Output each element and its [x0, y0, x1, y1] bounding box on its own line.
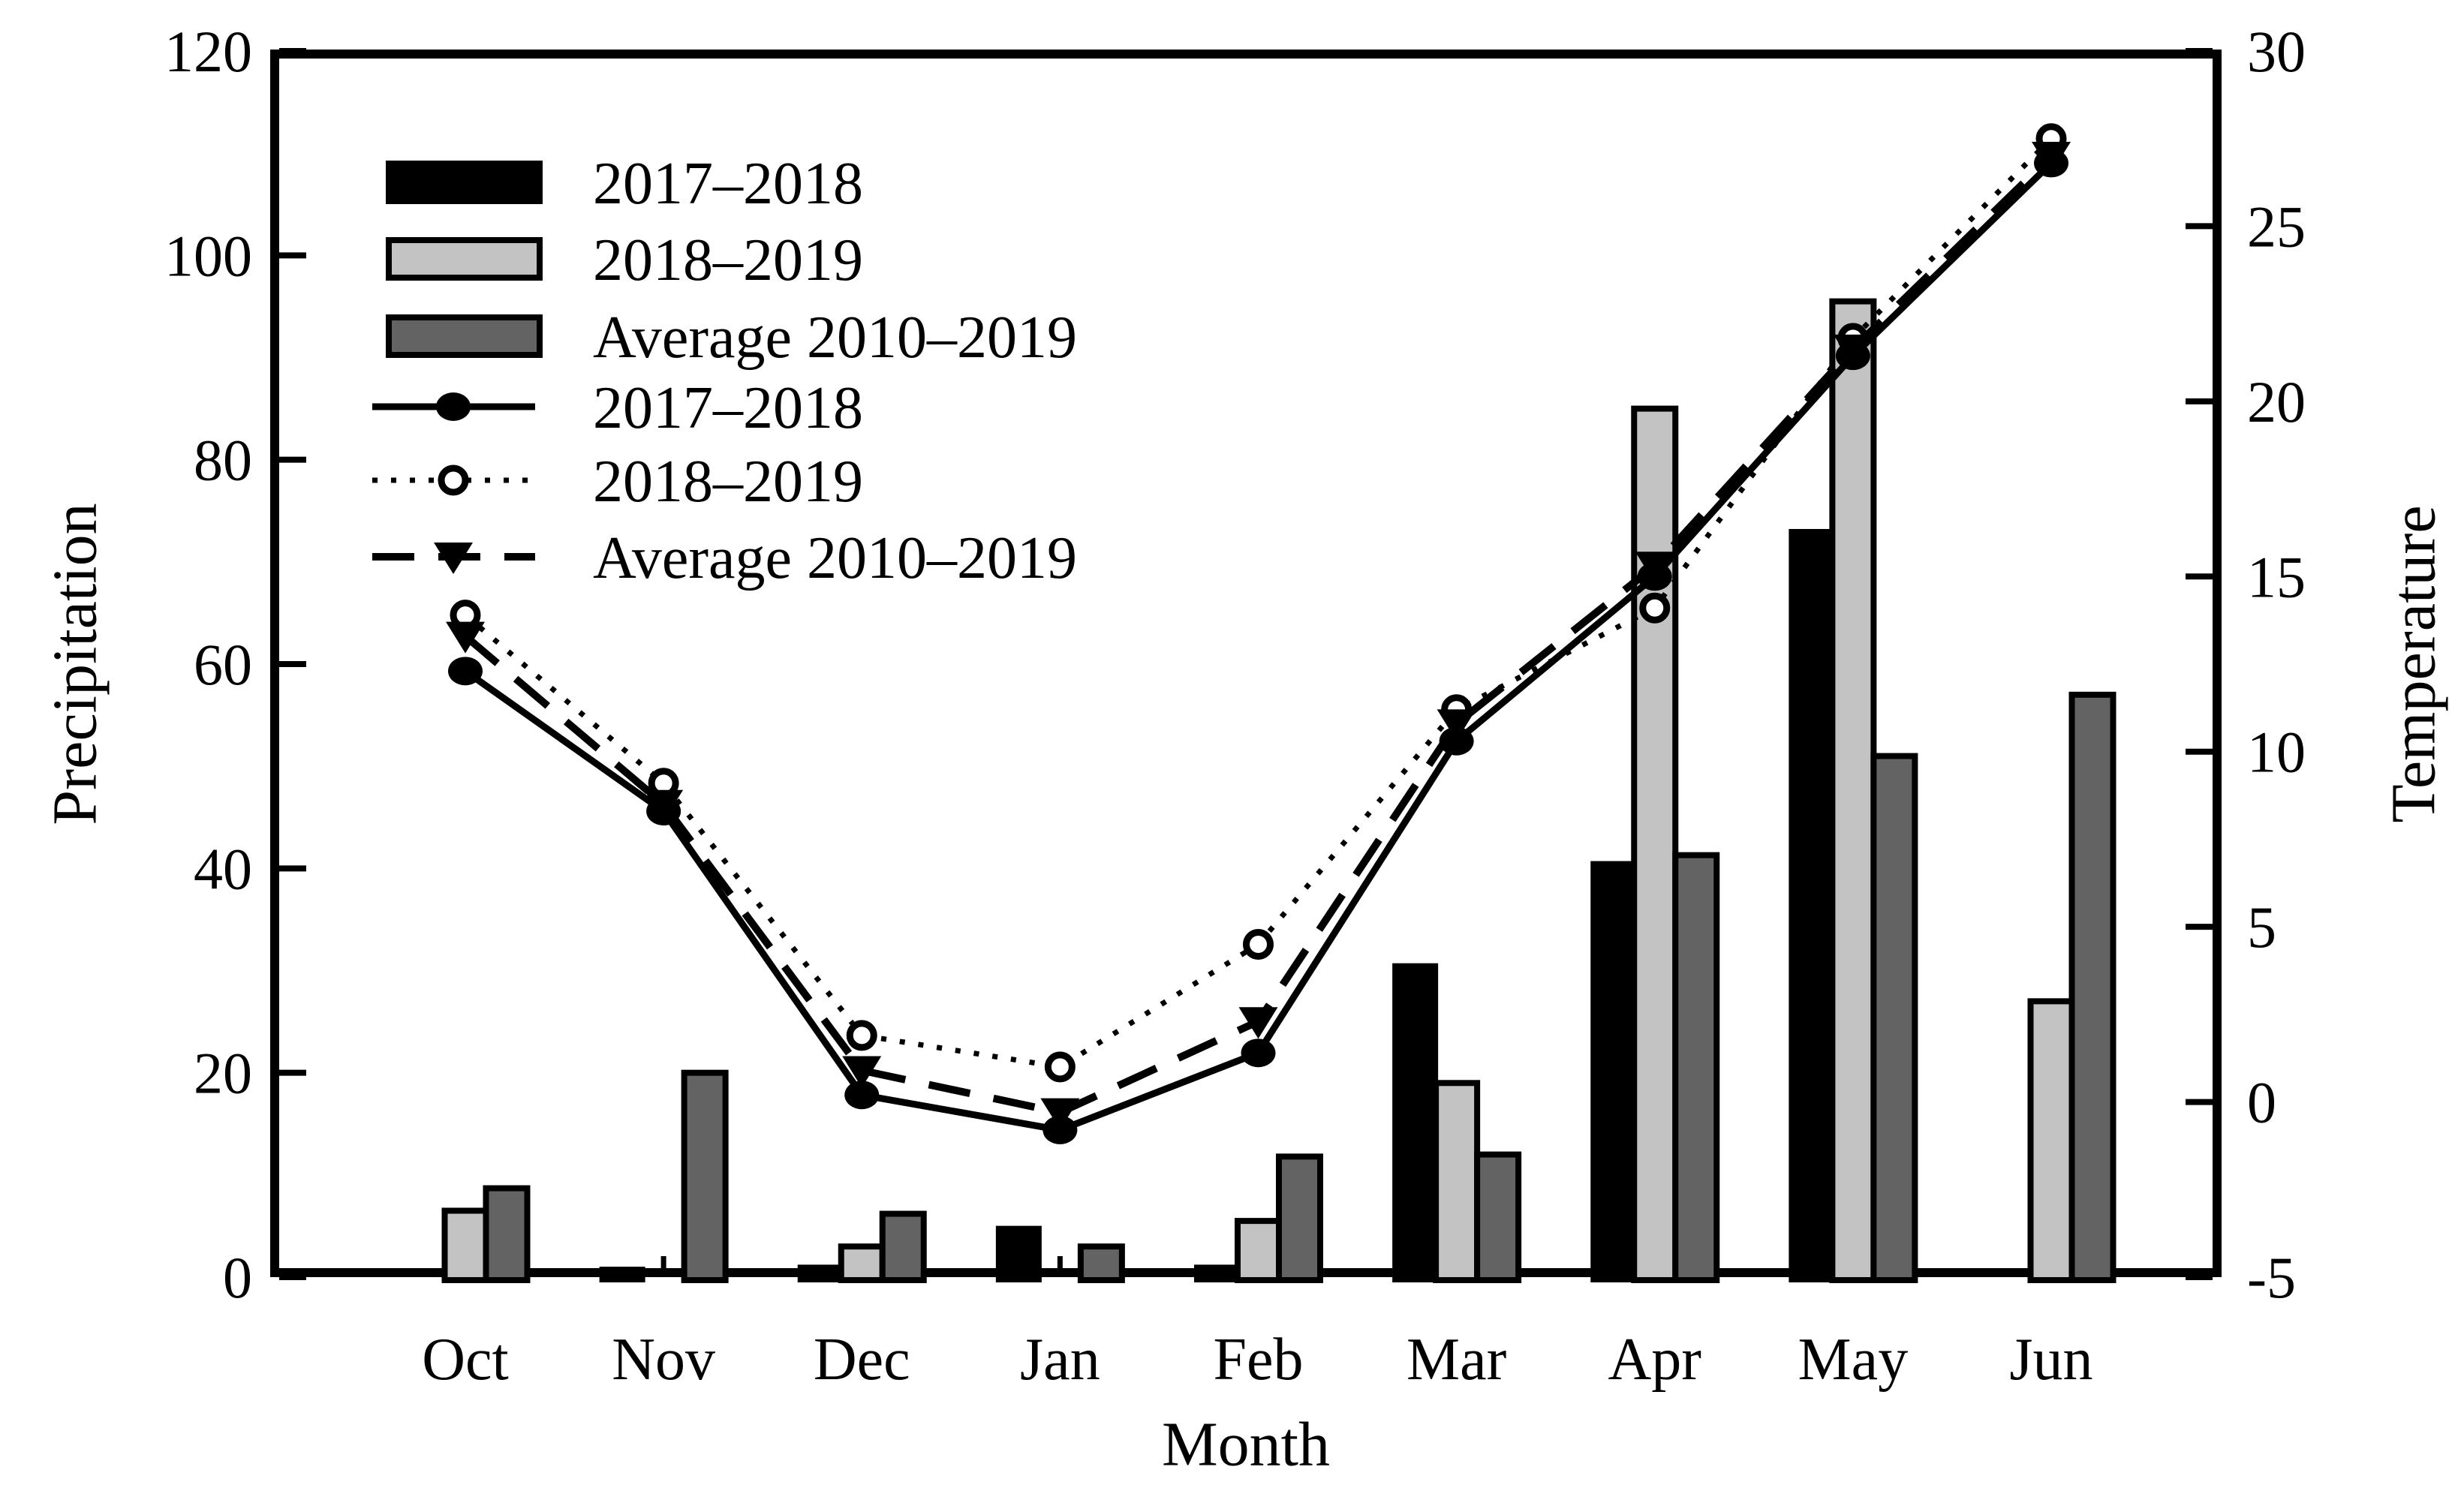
marker-filled-triangle-down — [1040, 1098, 1080, 1130]
bar — [838, 1243, 886, 1284]
marker-open-circle — [1243, 928, 1274, 960]
bar — [1235, 1218, 1282, 1283]
marker-filled-circle — [1042, 1115, 1078, 1144]
bar — [2068, 691, 2117, 1283]
marker-filled-triangle-down — [1238, 1007, 1278, 1039]
right-axis-tick-label: 0 — [2247, 1070, 2276, 1135]
legend-swatch-1 — [386, 237, 543, 281]
left-axis-tick-label: 100 — [164, 223, 252, 288]
bar — [2027, 998, 2075, 1283]
x-axis-month-label: Feb — [1214, 1327, 1304, 1393]
bar — [995, 1225, 1042, 1283]
marker-filled-circle — [448, 657, 483, 686]
bar — [1474, 1151, 1522, 1283]
marker-filled-triangle-down — [1437, 709, 1476, 741]
right-axis-tick-label: 20 — [2247, 369, 2306, 434]
bar — [1789, 528, 1835, 1282]
bar — [1870, 753, 1918, 1283]
left-axis-tick-label: 20 — [194, 1041, 252, 1106]
left-axis-tick-label: 120 — [164, 19, 252, 84]
x-axis-month-label: Jan — [1020, 1327, 1100, 1393]
right-axis-tick-label: 5 — [2247, 894, 2276, 960]
marker-filled-triangle-down — [842, 1056, 882, 1088]
marker-filled-circle — [844, 1081, 880, 1110]
bar — [1433, 1080, 1481, 1283]
left-axis-tick-label: 0 — [223, 1245, 252, 1310]
x-axis-title: Month — [1161, 1409, 1331, 1480]
marker-filled-circle — [1439, 726, 1474, 756]
right-axis-tick-label: 30 — [2247, 19, 2306, 84]
bar — [483, 1185, 531, 1284]
legend-swatch-0 — [386, 161, 543, 204]
x-axis-month-label: Nov — [612, 1327, 715, 1393]
bar — [797, 1264, 844, 1282]
bar-series-0 — [599, 528, 1835, 1283]
right-axis-tick-label: 25 — [2247, 194, 2306, 259]
marker-open-circle — [1639, 592, 1671, 624]
bar — [1194, 1264, 1240, 1282]
bar — [1077, 1243, 1125, 1284]
marker-filled-triangle-down — [446, 621, 485, 654]
left-axis-tick-label: 80 — [194, 428, 252, 493]
bar — [441, 1207, 489, 1284]
marker-open-circle — [438, 464, 469, 496]
bar — [879, 1210, 927, 1283]
marker-filled-circle — [1241, 1039, 1276, 1068]
x-axis-month-label: May — [1798, 1327, 1909, 1393]
y-axis-title-left: Precipitation — [40, 503, 110, 825]
plot-frame — [270, 50, 2222, 1277]
legend-label: Average 2010–2019 — [593, 525, 1077, 591]
bar — [1631, 405, 1679, 1283]
bar — [1672, 852, 1720, 1284]
right-axis-tick-label: 10 — [2247, 720, 2306, 785]
bar — [1590, 861, 1637, 1282]
x-axis-month-label: Oct — [422, 1327, 509, 1393]
x-axis-month-label: Dec — [814, 1327, 910, 1393]
bar-series-2 — [483, 691, 2117, 1284]
marker-open-circle — [846, 1020, 877, 1051]
legend-label: 2017–2018 — [593, 375, 863, 441]
marker-filled-circle — [436, 392, 471, 421]
marker-filled-triangle-down — [1833, 334, 1873, 366]
marker-open-circle — [1044, 1051, 1076, 1083]
marker-layer-2 — [446, 142, 2071, 1130]
legend-label: 2017–2018 — [593, 151, 863, 217]
legend-swatch-2 — [386, 314, 543, 358]
left-axis-tick-label: 40 — [194, 836, 252, 901]
right-axis-tick-label: -5 — [2247, 1245, 2296, 1310]
x-axis-month-tick — [660, 1256, 666, 1277]
right-axis-tick-label: 15 — [2247, 544, 2306, 609]
x-axis-month-tick — [1057, 1256, 1063, 1277]
x-axis-month-label: Jun — [2009, 1327, 2092, 1393]
bar — [1276, 1153, 1323, 1284]
bar — [1829, 298, 1877, 1284]
legend-label: Average 2010–2019 — [593, 305, 1077, 371]
marker-filled-triangle-down — [1635, 552, 1674, 584]
x-axis-month-label: Apr — [1608, 1327, 1701, 1393]
marker-filled-triangle-down — [434, 543, 473, 574]
marker-filled-triangle-down — [644, 789, 684, 822]
y-axis-title-right: Temperature — [2378, 505, 2449, 823]
bar — [1392, 963, 1439, 1282]
bar — [599, 1267, 645, 1283]
legend-label: 2018–2019 — [593, 449, 863, 515]
x-axis-month-label: Mar — [1406, 1327, 1506, 1393]
left-axis-tick-label: 60 — [194, 632, 252, 697]
legend-label: 2018–2019 — [593, 227, 863, 293]
marker-filled-triangle-down — [2032, 142, 2071, 174]
bar — [681, 1069, 729, 1283]
